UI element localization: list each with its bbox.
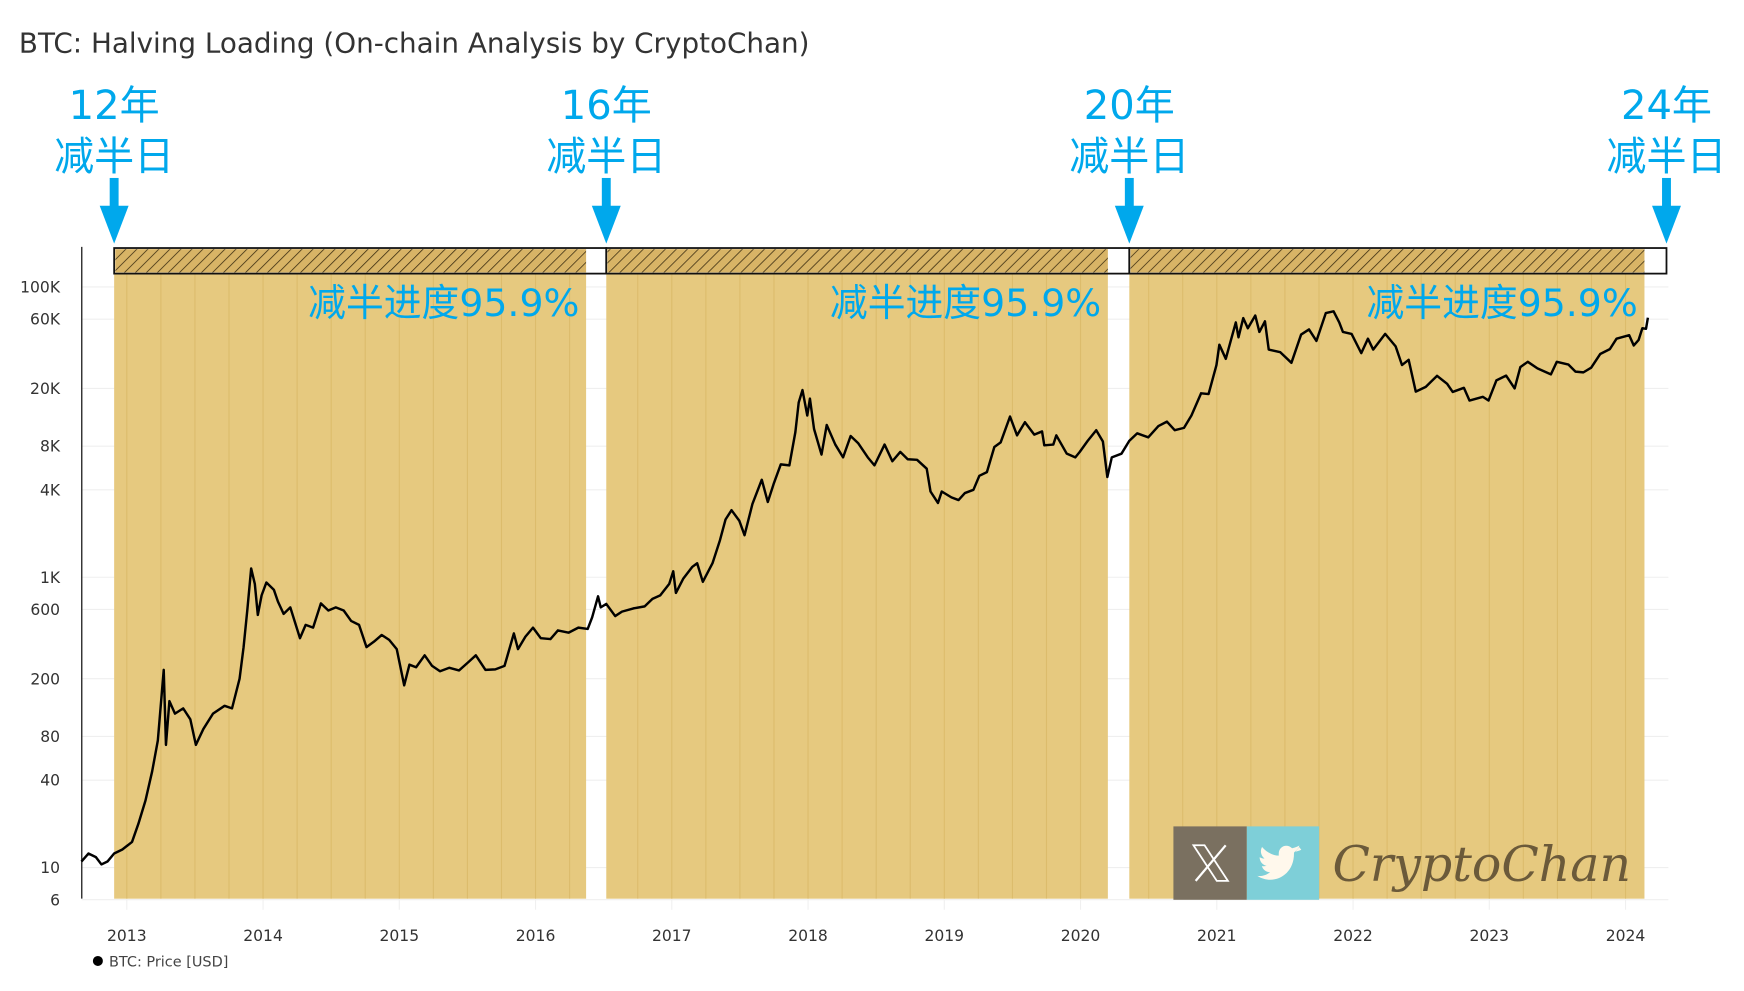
x-tick-label: 2014 (243, 927, 283, 945)
x-tick-label: 2021 (1197, 927, 1237, 945)
price-line (80, 310, 1650, 866)
y-tick-label: 200 (30, 670, 60, 688)
legend-label: BTC: Price [USD] (109, 955, 228, 971)
arrow-down-icon-shaft (1662, 177, 1671, 207)
x-logo-icon (1191, 844, 1230, 882)
y-tick-label: 60K (30, 311, 61, 329)
arrow-down-icon (1114, 205, 1144, 244)
x-tick-label: 2019 (924, 927, 964, 945)
arrow-down-icon-shaft (1124, 177, 1134, 207)
x-tick-label: 2015 (379, 927, 419, 945)
progress-bar-fill (1130, 249, 1645, 273)
y-tick-label: 40 (40, 772, 60, 790)
twitter-bird-icon (1257, 845, 1302, 880)
x-tick-label: 2022 (1333, 927, 1373, 945)
x-tick-label: 2023 (1469, 927, 1509, 945)
y-tick-label: 6 (50, 891, 60, 909)
x-tick-label: 2016 (516, 927, 556, 945)
halving-shades (114, 273, 1645, 899)
watermark-text: CryptoChan (1332, 836, 1631, 893)
arrow-down-icon (1652, 205, 1681, 244)
price-series (80, 310, 1650, 866)
watermark: CryptoChan (1173, 826, 1631, 900)
legend: BTC: Price [USD] (92, 955, 228, 971)
y-tick-label: 20K (30, 380, 61, 398)
halving-day-label: 减半日 (546, 134, 666, 180)
halving-day-label: 减半日 (1606, 134, 1726, 180)
y-tick-label: 80 (40, 728, 60, 746)
x-tick-label: 2017 (652, 927, 692, 945)
halving-shade-region (606, 273, 1108, 899)
halving-year-label: 16年 (561, 83, 652, 129)
halving-shade-region (114, 273, 587, 899)
arrow-down-icon (591, 205, 621, 244)
progress-bar-fill (115, 249, 587, 273)
y-tick-label: 4K (40, 481, 61, 499)
halving-year-label: 12年 (69, 83, 160, 129)
arrow-down-icon-shaft (109, 177, 119, 207)
x-tick-label: 2024 (1606, 927, 1646, 945)
progress-bar-fill (607, 249, 1108, 273)
halving-year-label: 24年 (1621, 83, 1712, 129)
halving-day-label: 减半日 (54, 134, 174, 180)
arrow-down-icon (99, 205, 129, 244)
progress-label: 减半进度95.9% (308, 281, 579, 325)
y-tick-label: 600 (30, 601, 60, 619)
chart-title: BTC: Halving Loading (On-chain Analysis … (19, 26, 810, 59)
x-tick-label: 2020 (1061, 927, 1101, 945)
x-axis-ticks: 2013 2014 2015 2016 2017 2018 2019 2020 2021 2022… (107, 927, 1645, 945)
y-axis-ticks: 100K 60K 20K 8K 4K 1K 600 200 80 40 10 6 (20, 279, 61, 910)
halving-progress-bars (113, 247, 1668, 275)
y-tick-label: 8K (40, 438, 61, 456)
x-tick-label: 2018 (788, 927, 828, 945)
x-tick-label: 2013 (107, 927, 147, 945)
legend-marker (92, 955, 103, 966)
y-tick-label: 100K (20, 279, 61, 297)
halving-day-label: 减半日 (1069, 134, 1189, 180)
halving-year-label: 20年 (1084, 83, 1175, 129)
progress-label: 减半进度95.9% (1367, 281, 1638, 325)
y-tick-label: 10 (40, 859, 60, 877)
y-tick-label: 1K (40, 569, 61, 587)
arrow-down-icon-shaft (601, 177, 611, 207)
progress-labels: 减半进度95.9% 减半进度95.9% 减半进度95.9% (308, 281, 1638, 325)
progress-label: 减半进度95.9% (830, 281, 1101, 325)
